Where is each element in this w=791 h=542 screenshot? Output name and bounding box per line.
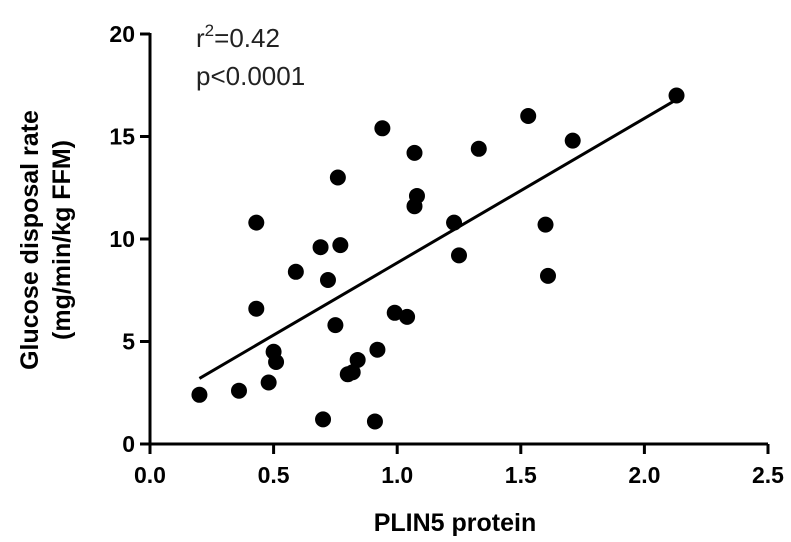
x-tick-label: 0.5 — [258, 462, 290, 488]
p-value-label: p<0.0001 — [196, 61, 305, 91]
data-point — [564, 132, 581, 149]
data-point — [268, 354, 285, 370]
y-axis-title-line2: (mg/min/kg FFM) — [48, 140, 76, 340]
data-point — [366, 413, 383, 430]
data-point — [191, 386, 208, 403]
data-point — [315, 411, 332, 428]
y-tick-label: 10 — [109, 226, 135, 252]
data-point — [312, 239, 329, 256]
data-points — [191, 87, 685, 430]
data-point — [230, 382, 247, 399]
data-point — [408, 187, 425, 204]
y-tick-label: 5 — [122, 329, 135, 355]
data-point — [446, 214, 463, 231]
data-point — [386, 304, 403, 321]
x-tick-label: 0.0 — [134, 462, 166, 488]
data-point — [406, 144, 423, 161]
data-point — [374, 120, 391, 137]
data-point — [344, 364, 361, 381]
data-point — [319, 272, 336, 288]
x-tick-label: 2.0 — [628, 462, 660, 488]
y-tick-label: 15 — [109, 124, 135, 150]
data-point — [327, 317, 344, 334]
x-tick-label: 1.0 — [381, 462, 413, 488]
y-tick-label: 0 — [122, 431, 135, 457]
axes: 0 5 10 15 20 0.0 0.5 1.0 1.5 2.0 2.5 — [109, 21, 784, 488]
data-point — [451, 247, 467, 264]
data-point — [539, 267, 556, 284]
data-point — [668, 87, 685, 104]
x-axis-title: PLIN5 protein — [374, 509, 537, 537]
data-point — [248, 300, 265, 317]
data-point — [520, 108, 537, 124]
x-tick-label: 2.5 — [752, 462, 784, 488]
y-ticks: 0 5 10 15 20 — [109, 21, 150, 457]
y-tick-label: 20 — [109, 21, 135, 47]
y-axis-title-line1: Glucose disposal rate — [16, 110, 44, 370]
data-point — [349, 351, 366, 368]
data-point — [399, 308, 416, 325]
r-symbol: r — [196, 23, 205, 53]
x-ticks: 0.0 0.5 1.0 1.5 2.0 2.5 — [134, 444, 784, 488]
regression-line — [198, 98, 678, 380]
data-point — [248, 214, 265, 231]
data-point — [369, 341, 386, 358]
x-tick-label: 1.5 — [505, 462, 537, 488]
regression-annotation: r2=0.42 p<0.0001 — [196, 21, 305, 91]
r-squared-value: =0.42 — [214, 23, 280, 53]
data-point — [287, 263, 304, 280]
r-exponent: 2 — [205, 21, 214, 40]
data-point — [537, 216, 554, 233]
data-point — [470, 140, 487, 157]
data-point — [260, 374, 277, 391]
r-squared-label: r2=0.42 — [196, 21, 280, 53]
data-point — [329, 169, 346, 186]
data-point — [332, 237, 349, 254]
